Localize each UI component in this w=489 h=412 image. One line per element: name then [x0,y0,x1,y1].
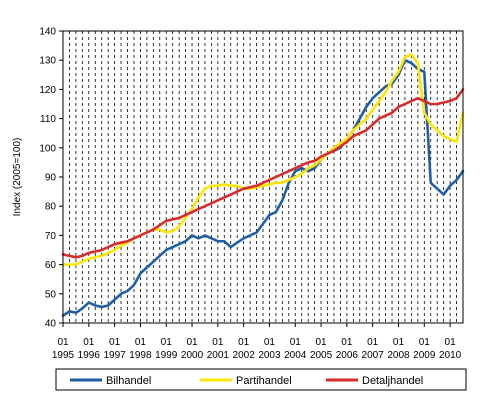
x-tick-year-label: 2000 [181,350,204,361]
x-tick-year-label: 2003 [258,350,281,361]
y-axis-title: Index (2005=100) [12,138,23,217]
y-tick-label: 110 [40,114,56,125]
x-tick-month-label: 01 [419,337,431,348]
x-tick-month-label: 01 [83,337,95,348]
x-axis-ticks: 01 1995 01 1996 01 1997 01 1998 01 1999 01 2000 01 20… [52,323,462,361]
x-tick-month-label: 01 [290,337,302,348]
y-tick-label: 130 [39,56,56,67]
x-tick-year-label: 2008 [387,350,410,361]
y-tick-label: 100 [39,143,56,154]
y-tick-label: 60 [45,260,57,271]
x-tick-year-label: 2004 [284,350,307,361]
legend: Bilhandel Partihandel Detaljhandel [55,368,467,391]
x-tick-year-label: 2009 [413,350,436,361]
x-tick-year-label: 2005 [310,350,333,361]
x-tick-month-label: 01 [264,337,276,348]
x-tick-year-label: 2001 [207,350,230,361]
x-tick-year-label: 2006 [336,350,359,361]
legend-label-bilhandel: Bilhandel [106,375,151,387]
x-tick-year-label: 1996 [78,350,101,361]
legend-items: Bilhandel Partihandel Detaljhandel [70,375,423,387]
y-tick-label: 140 [39,27,56,38]
x-tick-month-label: 01 [316,337,328,348]
y-tick-label: 70 [45,231,57,242]
legend-label-partihandel: Partihandel [236,375,292,387]
x-tick-year-label: 1999 [155,350,178,361]
x-tick-year-label: 2002 [233,350,256,361]
x-tick-year-label: 1997 [103,350,126,361]
x-tick-month-label: 01 [238,337,250,348]
x-tick-month-label: 01 [161,337,173,348]
x-tick-year-label: 2010 [439,350,462,361]
x-tick-month-label: 01 [212,337,224,348]
x-tick-month-label: 01 [445,337,457,348]
legend-label-detaljhandel: Detaljhandel [362,375,423,387]
x-tick-month-label: 01 [393,337,405,348]
x-tick-year-label: 1998 [129,350,152,361]
series-line-bilhandel [61,58,465,318]
x-tick-year-label: 2007 [362,350,385,361]
x-tick-month-label: 01 [186,337,198,348]
x-tick-month-label: 01 [57,337,69,348]
series-lines [61,53,465,318]
x-tick-month-label: 01 [367,337,379,348]
legend-box [55,368,467,391]
x-tick-year-label: 1995 [52,350,75,361]
x-tick-month-label: 01 [135,337,147,348]
y-tick-label: 90 [45,173,57,184]
y-tick-label: 50 [45,289,57,300]
y-tick-label: 80 [45,202,57,213]
x-tick-month-label: 01 [109,337,121,348]
x-tick-month-label: 01 [341,337,353,348]
y-tick-label: 40 [45,319,57,330]
y-axis-ticks: 40 50 60 70 80 90 100 110 120 130 140 [39,27,63,330]
series-line-detaljhandel [61,88,465,259]
y-tick-label: 120 [39,85,56,96]
